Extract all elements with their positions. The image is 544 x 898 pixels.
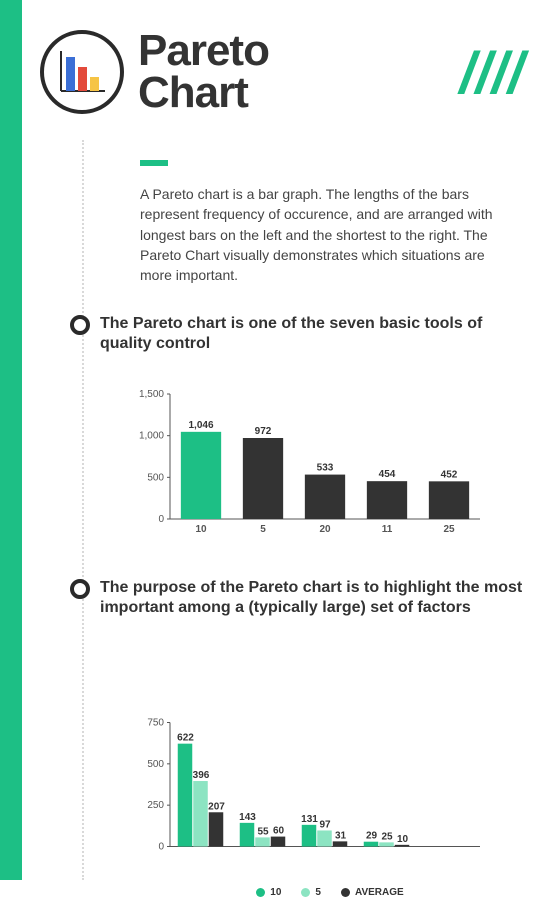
svg-text:55: 55 — [257, 826, 269, 837]
page-title: Pareto Chart — [138, 30, 269, 114]
svg-text:396: 396 — [193, 770, 210, 781]
svg-text:500: 500 — [147, 759, 164, 770]
svg-text:622: 622 — [177, 733, 194, 744]
svg-text:452: 452 — [441, 469, 458, 480]
svg-text:10: 10 — [195, 524, 207, 535]
svg-text:1,500: 1,500 — [139, 389, 164, 400]
pareto-bar-chart: 0 500 1,000 1,500 1,046 10 972 5 533 20 454 11 452 25 — [130, 384, 490, 539]
svg-text:1,000: 1,000 — [139, 431, 164, 442]
title-line-2: Chart — [138, 72, 269, 114]
svg-text:250: 250 — [147, 800, 164, 811]
chart-1: 0 500 1,000 1,500 1,046 10 972 5 533 20 454 11 452 25 — [130, 384, 530, 544]
left-accent-stripe — [0, 0, 22, 880]
decorative-slashes: //// — [460, 40, 524, 107]
svg-text:20: 20 — [319, 524, 331, 535]
chart-logo-icon — [40, 30, 124, 114]
chart-2: 0 250 500 750 622 396 207 14355 60 13197 31 2925 10 … — [130, 648, 530, 898]
legend-item: 5 — [301, 887, 321, 898]
svg-text:131: 131 — [301, 814, 318, 825]
svg-text:97: 97 — [319, 819, 331, 830]
svg-text:25: 25 — [443, 524, 455, 535]
section-2: The purpose of the Pareto chart is to hi… — [70, 578, 530, 898]
svg-text:0: 0 — [158, 842, 164, 853]
legend-label: 5 — [315, 887, 321, 898]
grouped-bar-chart: 0 250 500 750 622 396 207 14355 60 13197 31 2925 10 — [130, 703, 490, 868]
section-1-title: The Pareto chart is one of the seven bas… — [100, 314, 530, 354]
svg-text:207: 207 — [208, 801, 225, 812]
bullet-icon — [70, 315, 90, 335]
section-2-title: The purpose of the Pareto chart is to hi… — [100, 578, 530, 618]
svg-text:750: 750 — [147, 718, 164, 729]
svg-text:533: 533 — [317, 463, 334, 474]
svg-text:500: 500 — [147, 472, 164, 483]
svg-text:0: 0 — [158, 514, 164, 525]
title-line-1: Pareto — [138, 30, 269, 72]
svg-text:31: 31 — [335, 830, 347, 841]
svg-text:454: 454 — [379, 469, 396, 480]
svg-text:10: 10 — [397, 834, 409, 845]
legend-label: AVERAGE — [355, 887, 404, 898]
svg-text:25: 25 — [381, 831, 393, 842]
bullet-icon — [70, 579, 90, 599]
svg-text:60: 60 — [273, 826, 285, 837]
svg-text:972: 972 — [255, 426, 272, 437]
header: Pareto Chart — [40, 30, 269, 114]
svg-text:143: 143 — [239, 812, 256, 823]
legend-item: 10 — [256, 887, 281, 898]
chart-2-legend: 10 5 AVERAGE — [130, 887, 530, 898]
svg-text:5: 5 — [260, 524, 266, 535]
svg-text:11: 11 — [382, 524, 393, 535]
bar-chart-icon — [55, 45, 109, 99]
intro-text: A Pareto chart is a bar graph. The lengt… — [140, 184, 500, 285]
legend-item: AVERAGE — [341, 887, 404, 898]
section-1: The Pareto chart is one of the seven bas… — [70, 314, 530, 544]
accent-bar — [140, 160, 168, 166]
intro-block: A Pareto chart is a bar graph. The lengt… — [140, 160, 500, 285]
svg-text:1,046: 1,046 — [188, 420, 213, 431]
legend-label: 10 — [270, 887, 281, 898]
svg-text:29: 29 — [366, 831, 378, 842]
